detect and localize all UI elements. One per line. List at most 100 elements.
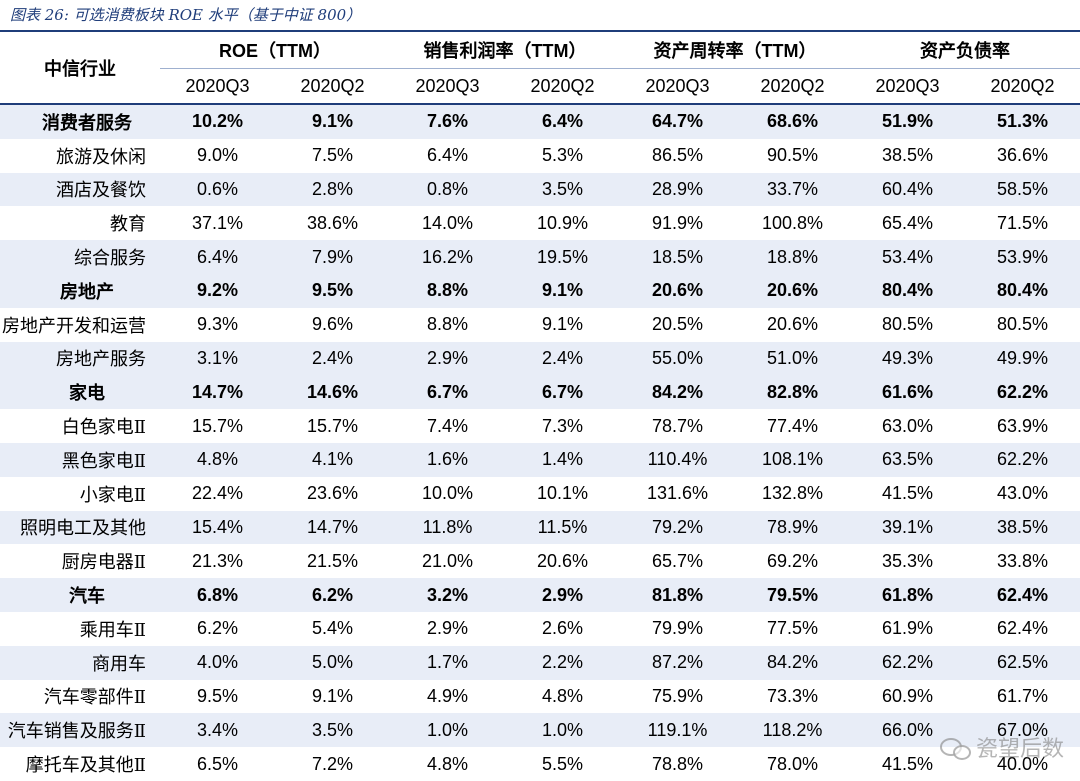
value-cell: 14.6% [275, 375, 390, 410]
roe-table: 中信行业 ROE（TTM） 销售利润率（TTM） 资产周转率（TTM） 资产负债… [0, 32, 1080, 781]
subcategory-row: 汽车零部件Ⅱ 9.5% 9.1% 4.9% 4.8% 75.9% 73.3% 60.9% 61.… [0, 679, 1080, 714]
value-cell: 21.3% [160, 544, 275, 579]
value-cell: 4.8% [390, 747, 505, 781]
value-cell: 4.1% [275, 442, 390, 477]
industry-name: 白色家电Ⅱ [0, 409, 160, 443]
value-cell: 71.5% [965, 206, 1080, 241]
industry-name: 小家电Ⅱ [0, 476, 160, 511]
category-row: 房地产 9.2% 9.5% 8.8% 9.1% 20.6% 20.6% 80.4% 80.4% [0, 273, 1080, 308]
value-cell: 63.5% [850, 442, 966, 477]
value-cell: 61.6% [850, 375, 966, 410]
header-row-groups: 中信行业 ROE（TTM） 销售利润率（TTM） 资产周转率（TTM） 资产负债… [0, 32, 1080, 105]
value-cell: 65.4% [850, 206, 966, 241]
period-header: 2020Q3 [390, 68, 505, 105]
value-cell: 7.6% [390, 104, 505, 139]
value-cell: 68.6% [735, 104, 851, 139]
value-cell: 53.4% [850, 240, 966, 274]
value-cell: 5.5% [505, 747, 621, 781]
period-header: 2020Q2 [965, 68, 1080, 105]
value-cell: 3.5% [275, 713, 390, 748]
value-cell: 51.0% [735, 341, 851, 376]
industry-name: 教育 [0, 206, 160, 241]
value-cell: 80.4% [850, 273, 966, 308]
value-cell: 15.7% [160, 409, 275, 443]
value-cell: 41.5% [850, 476, 966, 511]
category-row: 汽车 6.8% 6.2% 3.2% 2.9% 81.8% 79.5% 61.8% 62.4% [0, 578, 1080, 612]
figure-caption: 图表 26: 可选消费板块 ROE 水平（基于中证 800） [10, 6, 362, 24]
group-header-roe: ROE（TTM） [160, 32, 390, 69]
value-cell: 73.3% [735, 679, 851, 714]
value-cell: 75.9% [620, 679, 736, 714]
value-cell: 78.8% [620, 747, 736, 781]
subcategory-row: 汽车销售及服务Ⅱ 3.4% 3.5% 1.0% 1.0% 119.1% 118.2% 66.0… [0, 713, 1080, 748]
industry-name: 汽车销售及服务Ⅱ [0, 713, 160, 748]
value-cell: 51.9% [850, 104, 966, 139]
value-cell: 63.0% [850, 409, 966, 443]
value-cell: 1.0% [505, 713, 621, 748]
value-cell: 90.5% [735, 138, 851, 173]
value-cell: 5.3% [505, 138, 621, 173]
industry-name: 黑色家电Ⅱ [0, 442, 160, 477]
value-cell: 2.9% [505, 578, 621, 612]
value-cell: 7.4% [390, 409, 505, 443]
period-header: 2020Q2 [505, 68, 621, 105]
value-cell: 28.9% [620, 172, 736, 207]
table-body: 消费者服务 10.2% 9.1% 7.6% 6.4% 64.7% 68.6% 51.9% 51.… [0, 104, 1080, 781]
value-cell: 9.6% [275, 307, 390, 342]
value-cell: 33.7% [735, 172, 851, 207]
industry-name: 家电 [0, 375, 160, 410]
value-cell: 64.7% [620, 104, 736, 139]
value-cell: 108.1% [735, 442, 851, 477]
value-cell: 14.7% [160, 375, 275, 410]
value-cell: 80.4% [965, 273, 1080, 308]
value-cell: 81.8% [620, 578, 736, 612]
value-cell: 10.0% [390, 476, 505, 511]
value-cell: 14.0% [390, 206, 505, 241]
value-cell: 110.4% [620, 442, 736, 477]
value-cell: 2.6% [505, 611, 621, 646]
value-cell: 9.1% [505, 273, 621, 308]
value-cell: 40.0% [965, 747, 1080, 781]
value-cell: 79.9% [620, 611, 736, 646]
value-cell: 6.2% [275, 578, 390, 612]
header-row-periods: 2020Q3 2020Q2 2020Q3 2020Q2 2020Q3 2020Q… [0, 68, 1080, 105]
value-cell: 21.0% [390, 544, 505, 579]
value-cell: 1.0% [390, 713, 505, 748]
value-cell: 2.2% [505, 645, 621, 680]
value-cell: 87.2% [620, 645, 736, 680]
value-cell: 3.1% [160, 341, 275, 376]
value-cell: 6.4% [160, 240, 275, 274]
industry-header: 中信行业 [0, 32, 160, 105]
value-cell: 62.2% [965, 442, 1080, 477]
value-cell: 1.4% [505, 442, 621, 477]
industry-name: 旅游及休闲 [0, 138, 160, 173]
value-cell: 62.5% [965, 645, 1080, 680]
value-cell: 21.5% [275, 544, 390, 579]
industry-name: 综合服务 [0, 240, 160, 274]
subcategory-row: 白色家电Ⅱ 15.7% 15.7% 7.4% 7.3% 78.7% 77.4% 63.0% 63… [0, 409, 1080, 443]
value-cell: 61.7% [965, 679, 1080, 714]
value-cell: 1.6% [390, 442, 505, 477]
value-cell: 15.7% [275, 409, 390, 443]
value-cell: 51.3% [965, 104, 1080, 139]
value-cell: 118.2% [735, 713, 851, 748]
value-cell: 7.5% [275, 138, 390, 173]
value-cell: 11.8% [390, 510, 505, 545]
industry-name: 乘用车Ⅱ [0, 611, 160, 646]
value-cell: 60.4% [850, 172, 966, 207]
value-cell: 9.0% [160, 138, 275, 173]
value-cell: 78.0% [735, 747, 851, 781]
value-cell: 49.3% [850, 341, 966, 376]
value-cell: 7.9% [275, 240, 390, 274]
value-cell: 20.6% [735, 273, 851, 308]
group-header-debt-ratio: 资产负债率 [850, 32, 1080, 69]
value-cell: 77.4% [735, 409, 851, 443]
value-cell: 61.9% [850, 611, 966, 646]
subcategory-row: 教育 37.1% 38.6% 14.0% 10.9% 91.9% 100.8% 65.4% 71… [0, 206, 1080, 241]
value-cell: 2.9% [390, 341, 505, 376]
value-cell: 62.2% [850, 645, 966, 680]
value-cell: 69.2% [735, 544, 851, 579]
value-cell: 49.9% [965, 341, 1080, 376]
subcategory-row: 乘用车Ⅱ 6.2% 5.4% 2.9% 2.6% 79.9% 77.5% 61.9% 62.4% [0, 611, 1080, 646]
value-cell: 11.5% [505, 510, 621, 545]
